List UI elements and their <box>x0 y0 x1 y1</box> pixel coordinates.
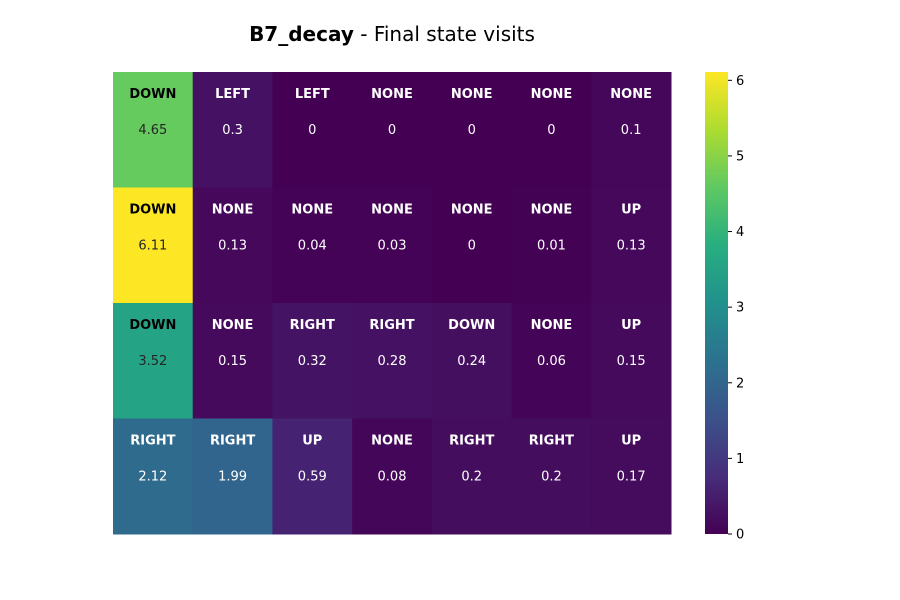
chart-title: B7_decay - Final state visits <box>0 22 784 46</box>
cell-value-label: 0.01 <box>537 239 566 254</box>
cell-action-label: DOWN <box>129 87 176 102</box>
cell-value-label: 0.08 <box>378 470 407 485</box>
heatmap-cells: DOWN 4.65 LEFT 0.3 LEFT 0 NONE 0 NONE 0 NONE 0 NONE 0… <box>113 72 672 535</box>
cell-action-label: LEFT <box>295 87 330 102</box>
heatmap-cell <box>431 72 513 188</box>
colorbar-gradient <box>705 72 728 534</box>
heatmap-cell <box>511 72 592 188</box>
heatmap-cell <box>431 418 513 535</box>
cell-value-label: 0.04 <box>298 239 327 254</box>
heatmap-cell <box>352 303 433 419</box>
cell-action-label: RIGHT <box>449 434 494 449</box>
chart-title-bold: B7_decay <box>249 22 354 46</box>
heatmap-cell <box>511 418 592 535</box>
cell-action-label: NONE <box>212 203 254 218</box>
colorbar-tick-label: 3 <box>736 301 744 316</box>
colorbar-tick-label: 6 <box>736 74 744 89</box>
cell-action-label: UP <box>302 434 322 449</box>
heatmap-cell <box>431 303 513 419</box>
colorbar-tick-label: 2 <box>736 376 744 391</box>
cell-value-label: 0 <box>468 123 476 138</box>
cell-value-label: 0 <box>388 123 396 138</box>
cell-action-label: DOWN <box>129 203 176 218</box>
cell-value-label: 0.17 <box>617 470 646 485</box>
cell-action-label: NONE <box>610 87 652 102</box>
cell-value-label: 0.06 <box>537 354 566 369</box>
cell-action-label: RIGHT <box>290 318 335 333</box>
heatmap-cell <box>192 187 273 304</box>
cell-action-label: NONE <box>371 87 413 102</box>
cell-action-label: RIGHT <box>210 434 255 449</box>
cell-action-label: NONE <box>371 203 413 218</box>
cell-value-label: 0.13 <box>218 239 247 254</box>
heatmap-cell <box>352 72 433 188</box>
cell-value-label: 0.3 <box>222 123 243 138</box>
cell-action-label: NONE <box>531 87 573 102</box>
cell-action-label: NONE <box>371 434 413 449</box>
heatmap-cell <box>591 72 672 188</box>
cell-action-label: RIGHT <box>529 434 574 449</box>
cell-action-label: NONE <box>451 87 493 102</box>
heatmap-cell <box>431 187 513 304</box>
cell-action-label: NONE <box>531 203 573 218</box>
cell-value-label: 0.32 <box>298 354 327 369</box>
cell-value-label: 0.59 <box>298 470 327 485</box>
cell-value-label: 6.11 <box>138 239 167 254</box>
heatmap-cell <box>272 418 353 535</box>
heatmap-cell <box>272 187 353 304</box>
cell-value-label: 0.24 <box>457 354 486 369</box>
heatmap-cell <box>352 187 433 304</box>
heatmap-cell <box>192 418 273 535</box>
chart-title-rest: - Final state visits <box>353 22 535 46</box>
cell-value-label: 3.52 <box>138 354 167 369</box>
cell-action-label: LEFT <box>215 87 250 102</box>
heatmap-cell <box>192 303 273 419</box>
heatmap-cell <box>113 72 194 188</box>
heatmap-cell <box>511 303 592 419</box>
cell-action-label: NONE <box>212 318 254 333</box>
cell-value-label: 0 <box>547 123 555 138</box>
cell-value-label: 0.03 <box>378 239 407 254</box>
heatmap-cell <box>192 72 273 188</box>
cell-value-label: 0.28 <box>378 354 407 369</box>
cell-action-label: UP <box>621 318 641 333</box>
colorbar-tick-label: 0 <box>736 528 744 543</box>
cell-value-label: 0.2 <box>461 470 482 485</box>
heatmap-cell <box>113 303 194 419</box>
heatmap-cell <box>591 187 672 304</box>
cell-action-label: DOWN <box>129 318 176 333</box>
cell-value-label: 0.13 <box>617 239 646 254</box>
cell-action-label: RIGHT <box>369 318 414 333</box>
cell-value-label: 0 <box>308 123 316 138</box>
cell-value-label: 0.15 <box>218 354 247 369</box>
heatmap-cell <box>272 303 353 419</box>
heatmap-cell <box>113 418 194 535</box>
cell-value-label: 0.15 <box>617 354 646 369</box>
cell-value-label: 1.99 <box>218 470 247 485</box>
cell-action-label: RIGHT <box>130 434 175 449</box>
heatmap-cell <box>591 418 672 535</box>
heatmap-cell <box>113 187 194 304</box>
heatmap-cell <box>272 72 353 188</box>
colorbar-tick-label: 4 <box>736 225 744 240</box>
cell-value-label: 0.2 <box>541 470 562 485</box>
cell-value-label: 4.65 <box>138 123 167 138</box>
heatmap-cell <box>511 187 592 304</box>
heatmap-cell <box>352 418 433 535</box>
colorbar-tick-label: 1 <box>736 452 744 467</box>
cell-action-label: NONE <box>451 203 493 218</box>
cell-action-label: NONE <box>291 203 333 218</box>
cell-action-label: NONE <box>531 318 573 333</box>
cell-value-label: 0 <box>468 239 476 254</box>
cell-action-label: DOWN <box>448 318 495 333</box>
heatmap-cell <box>591 303 672 419</box>
cell-value-label: 0.1 <box>621 123 642 138</box>
colorbar: 0 1 2 3 4 5 6 <box>705 72 744 543</box>
cell-action-label: UP <box>621 203 641 218</box>
cell-action-label: UP <box>621 434 641 449</box>
colorbar-tick-label: 5 <box>736 149 744 164</box>
cell-value-label: 2.12 <box>138 470 167 485</box>
